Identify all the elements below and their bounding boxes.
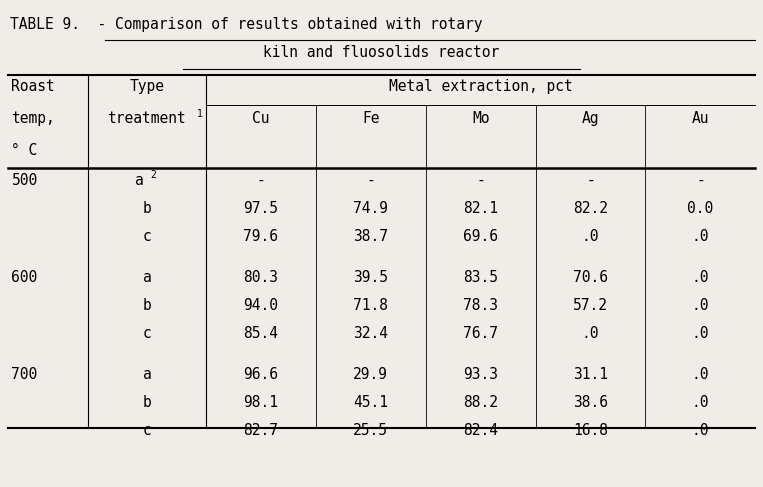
Text: 38.6: 38.6 <box>573 395 608 410</box>
Text: -: - <box>586 173 595 188</box>
Text: a: a <box>143 367 151 382</box>
Text: kiln and fluosolids reactor: kiln and fluosolids reactor <box>263 45 500 60</box>
Text: a: a <box>135 173 143 188</box>
Text: .0: .0 <box>692 270 709 285</box>
Text: b: b <box>143 395 151 410</box>
Text: 0.0: 0.0 <box>687 201 713 216</box>
Text: Au: Au <box>692 111 709 126</box>
Text: 78.3: 78.3 <box>463 298 498 313</box>
Text: .0: .0 <box>582 229 599 244</box>
Text: 85.4: 85.4 <box>243 326 278 341</box>
Text: Mo: Mo <box>472 111 489 126</box>
Text: .0: .0 <box>692 326 709 341</box>
Text: ° C: ° C <box>11 143 37 158</box>
Text: 2: 2 <box>151 170 156 181</box>
Text: c: c <box>143 229 151 244</box>
Text: 82.1: 82.1 <box>463 201 498 216</box>
Text: treatment: treatment <box>108 111 186 126</box>
Text: 29.9: 29.9 <box>353 367 388 382</box>
Text: 57.2: 57.2 <box>573 298 608 313</box>
Text: Fe: Fe <box>362 111 379 126</box>
Text: c: c <box>143 423 151 438</box>
Text: a: a <box>143 270 151 285</box>
Text: 45.1: 45.1 <box>353 395 388 410</box>
Text: 94.0: 94.0 <box>243 298 278 313</box>
Text: 39.5: 39.5 <box>353 270 388 285</box>
Text: 38.7: 38.7 <box>353 229 388 244</box>
Text: 83.5: 83.5 <box>463 270 498 285</box>
Text: 74.9: 74.9 <box>353 201 388 216</box>
Text: Roast: Roast <box>11 79 55 94</box>
Text: 31.1: 31.1 <box>573 367 608 382</box>
Text: Metal extraction, pct: Metal extraction, pct <box>389 79 572 94</box>
Text: 69.6: 69.6 <box>463 229 498 244</box>
Text: .0: .0 <box>692 395 709 410</box>
Text: .0: .0 <box>692 229 709 244</box>
Text: 93.3: 93.3 <box>463 367 498 382</box>
Text: Ag: Ag <box>582 111 599 126</box>
Text: 32.4: 32.4 <box>353 326 388 341</box>
Text: 98.1: 98.1 <box>243 395 278 410</box>
Text: -: - <box>366 173 375 188</box>
Text: TABLE 9.  - Comparison of results obtained with rotary: TABLE 9. - Comparison of results obtaine… <box>10 17 482 32</box>
Text: 16.8: 16.8 <box>573 423 608 438</box>
Text: .0: .0 <box>692 423 709 438</box>
Text: Cu: Cu <box>253 111 269 126</box>
Text: 25.5: 25.5 <box>353 423 388 438</box>
Text: 76.7: 76.7 <box>463 326 498 341</box>
Text: .0: .0 <box>692 367 709 382</box>
Text: 1: 1 <box>197 109 202 119</box>
Text: .0: .0 <box>582 326 599 341</box>
Text: 600: 600 <box>11 270 37 285</box>
Text: 70.6: 70.6 <box>573 270 608 285</box>
Text: Type: Type <box>130 79 164 94</box>
Text: .0: .0 <box>692 298 709 313</box>
Text: 700: 700 <box>11 367 37 382</box>
Text: 80.3: 80.3 <box>243 270 278 285</box>
Text: 82.7: 82.7 <box>243 423 278 438</box>
Text: -: - <box>696 173 705 188</box>
Text: -: - <box>476 173 485 188</box>
Text: 82.4: 82.4 <box>463 423 498 438</box>
Text: temp,: temp, <box>11 111 55 126</box>
Text: b: b <box>143 298 151 313</box>
Text: 71.8: 71.8 <box>353 298 388 313</box>
Text: 79.6: 79.6 <box>243 229 278 244</box>
Text: b: b <box>143 201 151 216</box>
Text: 97.5: 97.5 <box>243 201 278 216</box>
Text: 96.6: 96.6 <box>243 367 278 382</box>
Text: -: - <box>256 173 266 188</box>
Text: 88.2: 88.2 <box>463 395 498 410</box>
Text: c: c <box>143 326 151 341</box>
Text: 82.2: 82.2 <box>573 201 608 216</box>
Text: 500: 500 <box>11 173 37 188</box>
